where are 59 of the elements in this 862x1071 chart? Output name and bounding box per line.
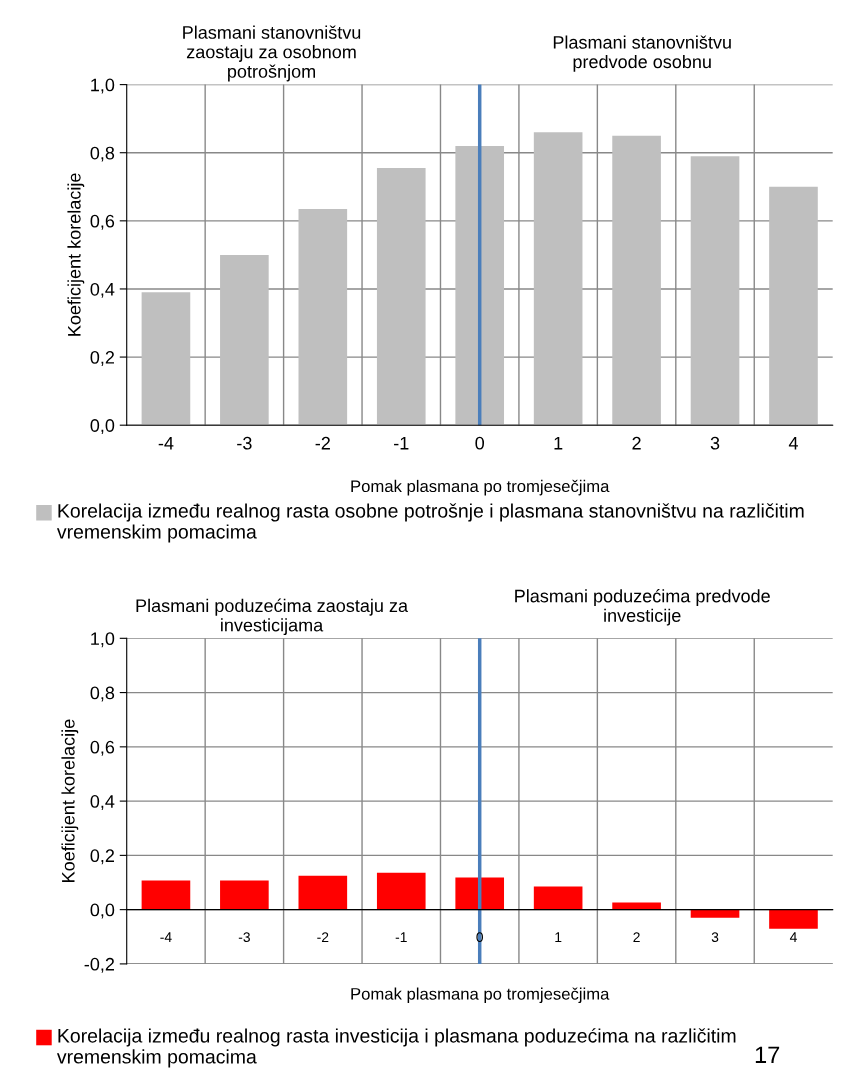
x-tick-label: 4 [789,932,797,942]
bar [455,145,505,426]
bar [376,872,426,910]
x-tick-label: 2 [633,932,640,942]
x-axis-title: Pomak plasmana po tromjesečjima [351,987,610,1004]
y-tick-label: 0,6 [90,214,115,230]
x-tick-label: 1 [555,932,562,942]
bar [298,208,348,426]
y-tick-label: 0,4 [90,282,115,298]
bar [690,909,740,918]
x-tick-label: -1 [394,436,409,450]
bar [769,909,818,929]
y-tick-label: 0,8 [90,146,115,162]
bar [376,168,426,426]
x-tick-label: 1 [554,436,563,450]
x-tick-label: -2 [317,932,329,942]
legend-label: Korelacija između realnog rasta investicija i plasmana poduzećima na različitim vremenskim pomacima [56,1028,736,1068]
text: 17 [755,1046,780,1063]
bar [220,880,269,910]
text: Plasmani poduzećima zaostaju za investicijama [136,598,409,636]
y-axis-title: Koeficijent korelacije [67,173,85,336]
x-tick-label: -4 [160,932,172,942]
x-tick-label: -1 [395,932,407,942]
y-axis-title: Koeficijent korelacije [61,719,79,882]
text: Plasmani poduzećima predvode investicije [515,588,770,626]
x-tick-label: -3 [238,932,250,943]
bar [690,156,740,426]
bar [220,254,269,426]
y-tick-label: 0,2 [90,849,114,865]
text: Plasmani stanovništvu predvode osobnu [553,35,731,72]
bar [455,877,505,910]
y-tick-label: 0,0 [90,903,115,919]
x-tick-label: -3 [237,436,252,450]
y-tick-label: 0,4 [90,795,115,810]
y-tick-label: 1,0 [91,632,115,648]
x-tick-label: -2 [315,436,330,450]
text: Plasmani stanovništvu zaostaju za osobnom potrošnjom [183,25,361,82]
x-tick-label: 3 [710,436,720,450]
x-tick-label: 0 [476,932,484,943]
x-axis-title: Pomak plasmana po tromjesečjima [351,479,610,496]
bar [533,132,583,426]
bar [769,186,818,426]
x-tick-label: 4 [788,436,798,450]
y-tick-label: -0,2 [84,957,114,973]
x-tick-label: 0 [475,436,485,450]
x-tick-label: 2 [632,436,641,450]
bar [298,875,348,910]
y-tick-label: 0,2 [90,351,114,366]
bar [141,880,191,910]
bar [612,135,661,426]
y-tick-label: 0,8 [90,686,115,702]
bar [141,292,191,426]
x-tick-label: -4 [158,436,174,450]
y-tick-label: 0,0 [90,419,115,435]
y-tick-label: 1,0 [91,78,115,94]
legend-label: Korelacija između realnog rasta osobne potrošnje i plasmana stanovništvu na različitim vremenskim pomacima [56,503,804,543]
y-tick-label: 0,6 [90,740,115,756]
x-tick-label: 3 [711,932,719,943]
bar [533,886,583,910]
